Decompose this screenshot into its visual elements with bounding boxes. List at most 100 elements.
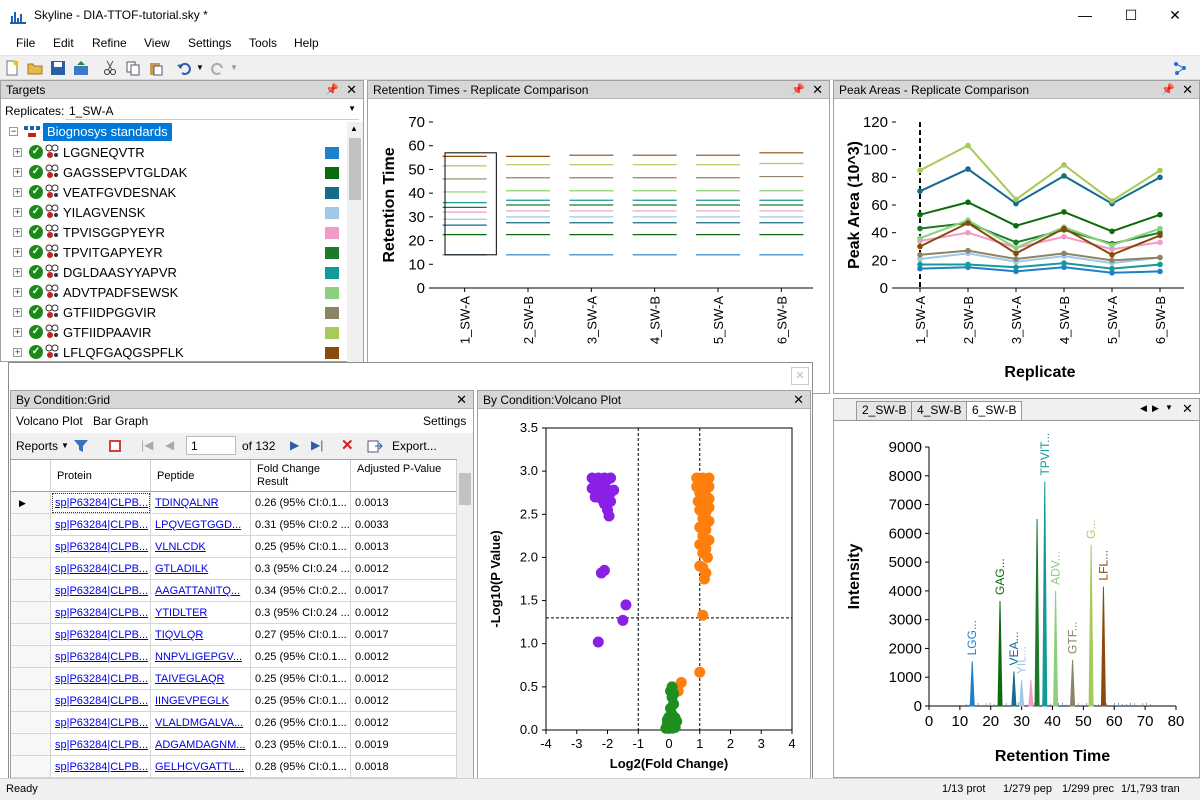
table-row[interactable]: sp|P63284|CLPB... VLALDMGALVA... 0.26 (95%… [11,712,457,734]
last-page-icon[interactable]: ▶| [311,438,324,452]
expand-icon[interactable]: + [13,307,22,317]
paste-icon[interactable] [148,60,164,76]
chromatogram-peak[interactable] [1053,590,1059,707]
tab-4-sw-b[interactable]: 4_SW-B [911,401,968,420]
column-header-fold-change[interactable]: Fold Change Result [251,460,351,492]
peptide-cell[interactable]: NNPVLIGEPGV... [151,646,251,668]
row-selector[interactable] [11,756,51,778]
chromatogram-peak[interactable] [1100,586,1106,707]
table-row[interactable]: sp|P63284|CLPB... ADGAMDAGNM... 0.23 (95% … [11,734,457,756]
peptide-cell[interactable]: GELHCVGATTL... [151,756,251,778]
volcano-point[interactable] [675,677,687,689]
tab-6-sw-b[interactable]: 6_SW-B [966,401,1023,420]
table-row[interactable]: sp|P63284|CLPB... IINGEVPEGLK 0.25 (95% CI… [11,690,457,712]
expand-icon[interactable]: + [13,267,22,277]
redo-dropdown-icon[interactable]: ▼ [230,63,238,72]
table-row[interactable]: sp|P63284|CLPB... TAIVEGLAQR 0.25 (95% CI:… [11,668,457,690]
undo-dropdown-icon[interactable]: ▼ [196,63,204,72]
table-row[interactable]: sp|P63284|CLPB... TIQVLQR 0.27 (95% CI:0.1… [11,624,457,646]
expand-icon[interactable]: + [13,347,22,357]
peptide-row[interactable]: + ✓ VEATFGVDESNAK [1,183,341,203]
protein-cell[interactable]: sp|P63284|CLPB... [51,756,151,778]
protein-cell[interactable]: sp|P63284|CLPB... [51,690,151,712]
row-selector[interactable] [11,712,51,734]
peptide-cell[interactable]: IINGEVPEGLK [151,690,251,712]
protein-cell[interactable]: sp|P63284|CLPB... [51,580,151,602]
table-row[interactable]: sp|P63284|CLPB... VLNLCDK 0.25 (95% CI:0.1… [11,536,457,558]
volcano-point[interactable] [661,714,673,726]
export-button[interactable]: Export... [392,439,437,453]
row-selector[interactable] [11,734,51,756]
bar-graph-link[interactable]: Bar Graph [93,414,149,428]
volcano-point[interactable] [605,472,617,484]
peptide-cell[interactable]: TAIVEGLAQR [151,668,251,690]
menu-refine[interactable]: Refine [92,36,127,50]
menu-help[interactable]: Help [294,36,319,50]
expand-icon[interactable]: + [13,147,22,157]
grid-scrollbar[interactable]: ▼ [457,459,473,790]
publish-icon[interactable] [73,60,89,76]
table-row[interactable]: sp|P63284|CLPB... GTLADILK 0.3 (95% CI:0.2… [11,558,457,580]
export-chart-icon[interactable] [107,438,123,454]
peptide-row[interactable]: + ✓ LFLQFGAQGSPFLK [1,343,341,362]
row-selector[interactable] [11,514,51,536]
table-row[interactable]: sp|P63284|CLPB... NNPVLIGEPGV... 0.25 (95%… [11,646,457,668]
volcano-point[interactable] [703,515,715,527]
protein-cell[interactable]: sp|P63284|CLPB... [51,624,151,646]
peptide-cell[interactable]: ADGAMDAGNM... [151,734,251,756]
protein-cell[interactable]: sp|P63284|CLPB... [51,536,151,558]
expand-icon[interactable]: + [13,287,22,297]
volcano-point[interactable] [703,472,715,484]
chromatogram-peak[interactable] [1011,671,1017,707]
maximize-button[interactable]: ☐ [1124,7,1138,23]
export-icon[interactable] [367,438,383,454]
open-folder-icon[interactable] [27,60,43,76]
minimize-button[interactable]: — [1078,7,1092,23]
delete-icon[interactable]: ✕ [341,437,354,454]
targets-scrollbar[interactable]: ▲ [347,122,363,362]
row-selector[interactable] [11,558,51,580]
close-icon[interactable]: ✕ [1182,82,1193,97]
tab-next-icon[interactable]: ▶ [1152,403,1159,413]
protein-cell[interactable]: sp|P63284|CLPB... [51,712,151,734]
peptide-row[interactable]: + ✓ TPVISGGPYEYR [1,223,341,243]
page-input[interactable]: 1 [186,436,236,455]
row-selector[interactable] [11,690,51,712]
peptide-cell[interactable]: LPQVEGTGGD... [151,514,251,536]
close-icon[interactable]: ✕ [793,392,804,407]
volcano-point[interactable] [617,614,629,626]
scroll-up-icon[interactable]: ▲ [350,124,358,133]
chromatogram-peak[interactable] [1019,680,1025,707]
peptide-row[interactable]: + ✓ ADVTPADFSEWSK [1,283,341,303]
peptide-row[interactable]: + ✓ GTFIIDPGGVIR [1,303,341,323]
volcano-point[interactable] [592,636,604,648]
peptide-cell[interactable]: YTIDLTER [151,602,251,624]
table-row[interactable]: sp|P63284|CLPB... YTIDLTER 0.3 (95% CI:0.2… [11,602,457,624]
filter-icon[interactable] [73,438,89,454]
replicates-dropdown[interactable]: 1_SW-A ▼ [65,101,359,120]
network-icon[interactable] [1172,60,1188,76]
protein-cell[interactable]: sp|P63284|CLPB... [51,668,151,690]
peptide-row[interactable]: + ✓ GAGSSEPVTGLDAK [1,163,341,183]
close-icon[interactable]: ✕ [346,82,357,97]
expand-icon[interactable]: + [13,227,22,237]
pin-icon[interactable]: 📌 [325,84,339,96]
close-icon[interactable]: ✕ [456,392,467,407]
prev-page-icon[interactable]: ◀ [165,438,175,452]
undo-icon[interactable] [176,60,192,76]
peptide-row[interactable]: + ✓ DGLDAASYYAPVR [1,263,341,283]
menu-tools[interactable]: Tools [249,36,278,50]
peptide-cell[interactable]: TIQVLQR [151,624,251,646]
row-selector[interactable] [11,580,51,602]
table-row[interactable]: sp|P63284|CLPB... AAGATTANITQ... 0.34 (95%… [11,580,457,602]
peptide-cell[interactable]: VLALDMGALVA... [151,712,251,734]
volcano-plot-link[interactable]: Volcano Plot [16,414,83,428]
peptide-row[interactable]: + ✓ YILAGVENSK [1,203,341,223]
chromatogram-chart[interactable]: 0 1000 2000 3000 4000 5000 6000 7000 8000 9000 0 10… [834,422,1199,777]
scroll-thumb[interactable] [349,138,361,200]
volcano-point[interactable] [703,481,715,493]
volcano-point[interactable] [701,551,713,563]
peptide-cell[interactable]: AAGATTANITQ... [151,580,251,602]
protein-group-label[interactable]: Biognosys standards [43,123,172,141]
protein-cell[interactable]: sp|P63284|CLPB... [51,492,151,514]
